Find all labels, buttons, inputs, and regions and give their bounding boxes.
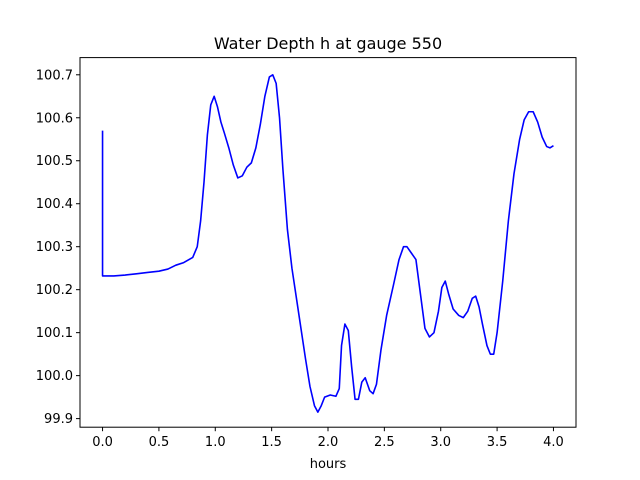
- chart-title: Water Depth h at gauge 550: [214, 34, 442, 53]
- x-tick-label: 4.0: [543, 435, 564, 450]
- y-tick-label: 100.5: [36, 154, 73, 169]
- y-tick-label: 100.7: [36, 68, 73, 83]
- x-tick-label: 2.0: [318, 435, 339, 450]
- x-tick-label: 0.5: [149, 435, 170, 450]
- y-tick-label: 100.3: [36, 240, 73, 255]
- x-tick-label: 2.5: [374, 435, 395, 450]
- x-tick-label: 1.0: [205, 435, 226, 450]
- x-tick-label: 0.0: [92, 435, 113, 450]
- y-tick-label: 100.4: [36, 197, 73, 212]
- x-tick-label: 1.5: [261, 435, 282, 450]
- series-line-0: [101, 73, 554, 413]
- y-tick-label: 100.0: [36, 369, 73, 384]
- series-layer: [101, 73, 554, 413]
- y-tick-label: 100.6: [36, 111, 73, 126]
- x-tick-label: 3.0: [430, 435, 451, 450]
- x-axis-label: hours: [310, 457, 347, 472]
- y-tick-label: 100.2: [36, 283, 73, 298]
- x-tick-label: 3.5: [487, 435, 508, 450]
- x-axis-ticks: 0.0 0.5 1.0 1.5 2.0 2.5 3.0 3.5 4.0: [92, 427, 564, 450]
- y-tick-label: 99.9: [44, 412, 73, 427]
- y-axis-ticks: 99.9 100.0 100.1 100.2 100.3 100.4 100.5 100.6 1…: [36, 68, 80, 427]
- y-tick-label: 100.1: [36, 326, 73, 341]
